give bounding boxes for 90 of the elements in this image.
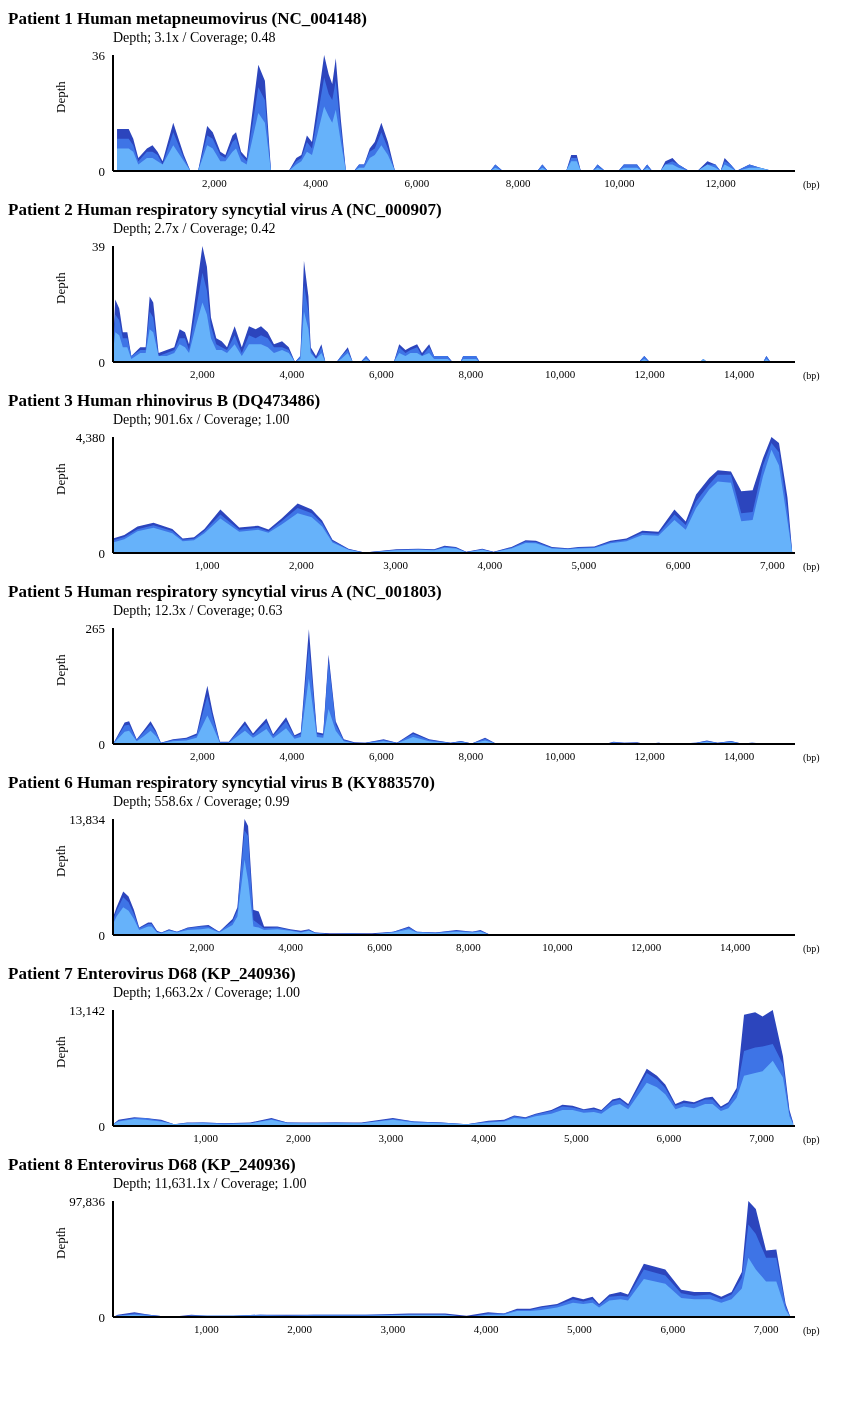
y-tick-label: 0 xyxy=(98,545,105,561)
x-tick-label: 4,000 xyxy=(279,367,305,380)
y-axis-title: Depth xyxy=(52,271,68,304)
y-axis-title: Depth xyxy=(52,462,68,495)
x-tick-label: 10,000 xyxy=(545,367,576,380)
chart-subtitle: Depth; 11,631.1x / Coverage; 1.00 xyxy=(112,1175,308,1193)
chart-subtitle: Depth; 1,663.2x / Coverage; 1.00 xyxy=(112,984,302,1002)
x-tick-label: 8,000 xyxy=(505,176,531,189)
x-tick-label: 12,000 xyxy=(631,940,662,953)
x-tick-label: 2,000 xyxy=(190,749,216,762)
y-tick-label: 0 xyxy=(98,736,105,752)
x-tick-label: 12,000 xyxy=(634,749,666,762)
x-tick-label: 6,000 xyxy=(404,176,430,189)
chart-subtitle: Depth; 3.1x / Coverage; 0.48 xyxy=(112,29,277,47)
y-tick-label: 0 xyxy=(98,354,105,370)
x-tick-label: 2,000 xyxy=(287,1322,313,1335)
x-tick-label: 7,000 xyxy=(760,558,786,571)
x-tick-label: 2,000 xyxy=(285,1131,312,1144)
x-tick-label: 14,000 xyxy=(723,749,755,762)
x-axis-title: (bp) xyxy=(803,560,820,573)
y-axis-title: Depth xyxy=(52,80,68,113)
x-tick-label: 14,000 xyxy=(723,367,755,380)
x-axis-title: (bp) xyxy=(803,178,820,191)
chart-subtitle: Depth; 901.6x / Coverage; 1.00 xyxy=(112,411,291,429)
y-axis-title: Depth xyxy=(52,1035,68,1068)
y-tick-label: 39 xyxy=(92,238,105,254)
x-tick-label: 5,000 xyxy=(563,1131,590,1144)
x-tick-label: 5,000 xyxy=(567,1322,593,1335)
y-axis-title: Depth xyxy=(52,1226,68,1259)
y-tick-label: 13,834 xyxy=(69,811,106,827)
chart-title: Patient 1 Human metapneumovirus (NC_004148) xyxy=(8,8,368,29)
y-tick-label: 265 xyxy=(85,620,105,636)
x-tick-label: 14,000 xyxy=(719,940,751,953)
x-tick-label: 6,000 xyxy=(368,749,395,762)
x-tick-label: 10,000 xyxy=(542,940,573,953)
y-tick-label: 0 xyxy=(98,1118,105,1134)
x-tick-label: 6,000 xyxy=(368,367,395,380)
x-tick-label: 7,000 xyxy=(749,1131,775,1144)
x-axis-title: (bp) xyxy=(803,369,820,382)
x-tick-label: 12,000 xyxy=(634,367,666,380)
x-tick-label: 6,000 xyxy=(367,940,393,953)
y-axis-title: Depth xyxy=(52,653,68,686)
chart-title: Patient 8 Enterovirus D68 (KP_240936) xyxy=(8,1154,297,1175)
chart-subtitle: Depth; 2.7x / Coverage; 0.42 xyxy=(112,220,277,238)
x-tick-label: 3,000 xyxy=(378,1131,404,1144)
y-tick-label: 13,142 xyxy=(69,1002,105,1018)
y-axis-title: Depth xyxy=(52,844,68,877)
chart-subtitle: Depth; 558.6x / Coverage; 0.99 xyxy=(112,793,291,811)
x-tick-label: 2,000 xyxy=(189,940,215,953)
x-tick-label: 8,000 xyxy=(458,749,484,762)
x-tick-label: 3,000 xyxy=(380,1322,406,1335)
x-axis-title: (bp) xyxy=(803,751,820,764)
x-tick-label: 6,000 xyxy=(665,558,692,571)
x-tick-label: 4,000 xyxy=(473,1322,500,1335)
x-tick-label: 8,000 xyxy=(458,367,484,380)
x-tick-label: 4,000 xyxy=(278,940,304,953)
x-tick-label: 4,000 xyxy=(303,176,329,189)
x-tick-label: 6,000 xyxy=(660,1322,686,1335)
x-tick-label: 2,000 xyxy=(190,367,216,380)
x-tick-label: 6,000 xyxy=(656,1131,682,1144)
y-tick-label: 0 xyxy=(98,1309,105,1325)
x-axis-title: (bp) xyxy=(803,1133,820,1146)
y-tick-label: 0 xyxy=(98,163,105,179)
x-tick-label: 1,000 xyxy=(193,1131,219,1144)
x-tick-label: 2,000 xyxy=(289,558,315,571)
x-tick-label: 10,000 xyxy=(604,176,635,189)
x-tick-label: 3,000 xyxy=(383,558,409,571)
chart-title: Patient 6 Human respiratory syncytial virus B (KY883570) xyxy=(8,772,437,793)
chart-title: Patient 7 Enterovirus D68 (KP_240936) xyxy=(8,963,297,984)
chart-title: Patient 2 Human respiratory syncytial virus A (NC_000907) xyxy=(8,199,443,220)
x-tick-label: 7,000 xyxy=(753,1322,779,1335)
y-tick-label: 0 xyxy=(98,927,105,943)
x-tick-label: 10,000 xyxy=(545,749,576,762)
x-tick-label: 4,000 xyxy=(279,749,305,762)
chart-title: Patient 5 Human respiratory syncytial virus A (NC_001803) xyxy=(8,581,443,602)
chart-subtitle: Depth; 12.3x / Coverage; 0.63 xyxy=(112,602,284,620)
y-tick-label: 4,380 xyxy=(75,429,105,445)
x-axis-title: (bp) xyxy=(803,942,820,955)
x-tick-label: 1,000 xyxy=(193,1322,220,1335)
x-tick-label: 4,000 xyxy=(471,1131,497,1144)
x-tick-label: 4,000 xyxy=(477,558,503,571)
y-tick-label: 36 xyxy=(92,47,106,63)
x-tick-label: 8,000 xyxy=(456,940,482,953)
x-tick-label: 1,000 xyxy=(194,558,221,571)
x-tick-label: 2,000 xyxy=(201,176,228,189)
x-axis-title: (bp) xyxy=(803,1324,820,1337)
y-tick-label: 97,836 xyxy=(69,1193,106,1209)
x-tick-label: 5,000 xyxy=(571,558,597,571)
x-tick-label: 12,000 xyxy=(705,176,737,189)
chart-title: Patient 3 Human rhinovirus B (DQ473486) xyxy=(8,390,322,411)
